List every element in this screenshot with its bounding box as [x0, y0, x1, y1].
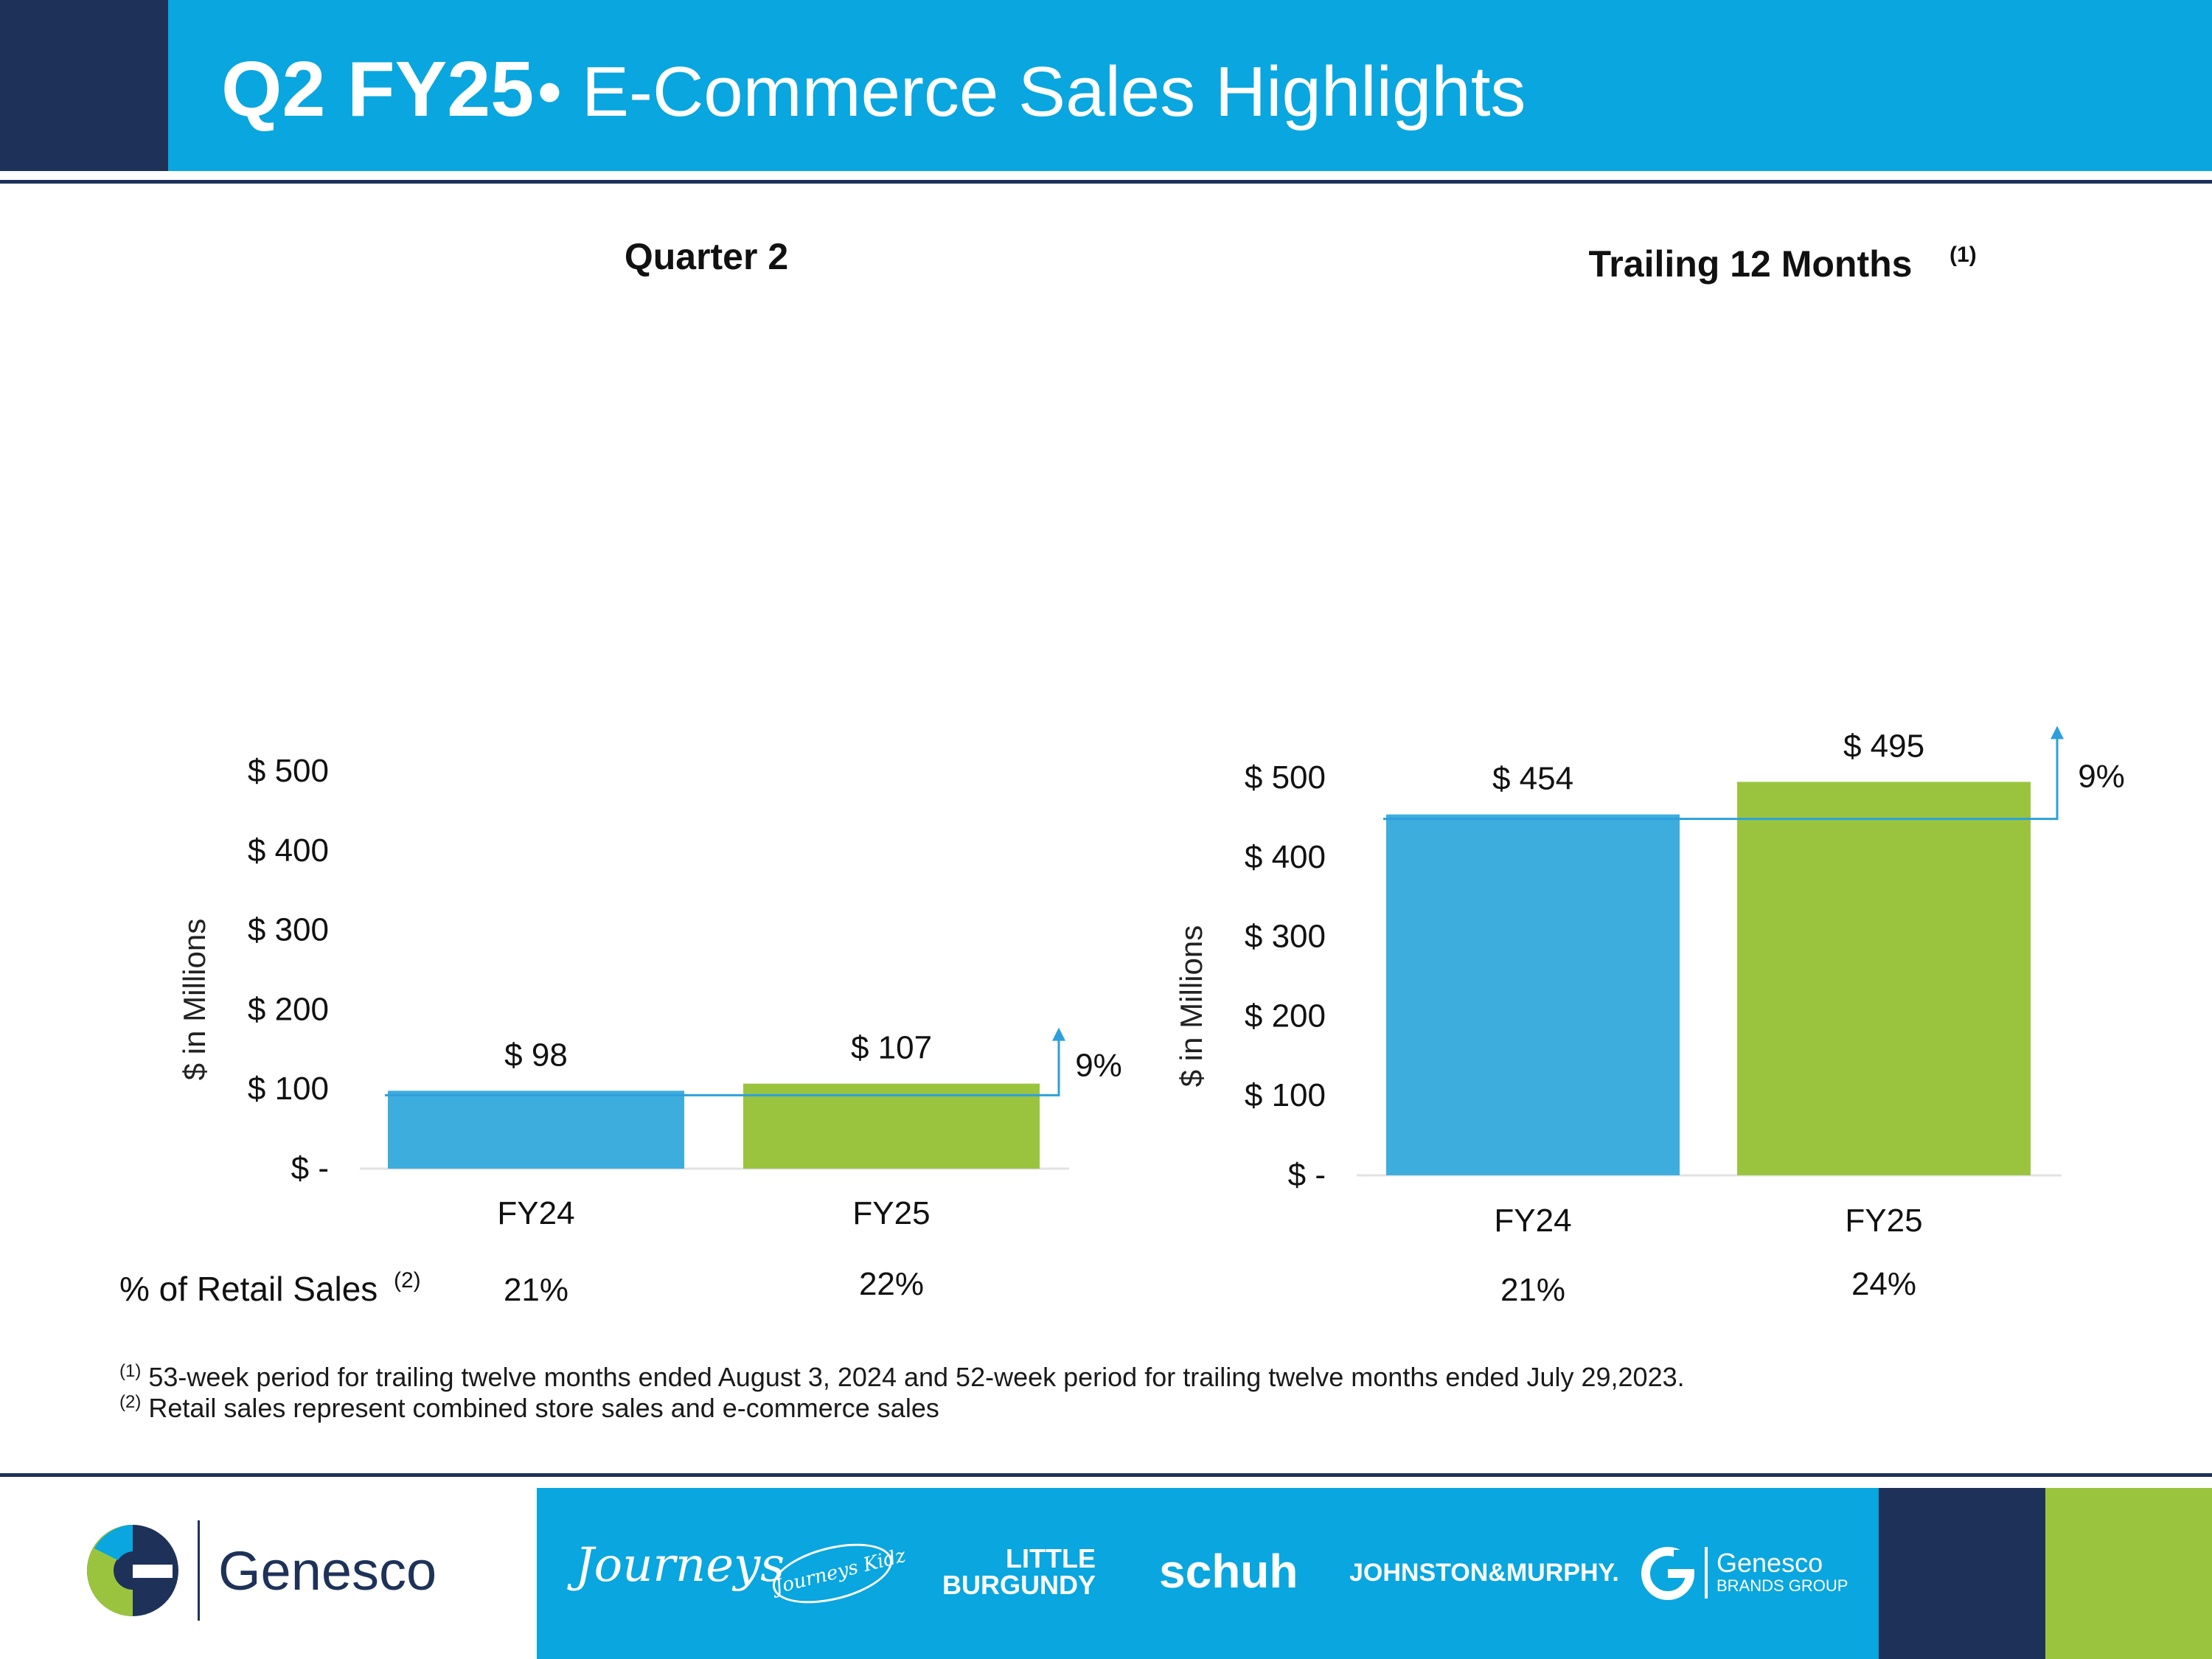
brand-genesco-brands-group: Genesco BRANDS GROUP: [1717, 1550, 1848, 1596]
chart-1-ytick: $ 400: [248, 832, 329, 869]
footnote-1-marker: (1): [119, 1361, 142, 1381]
chart-1-retail-pct: 21%: [504, 1272, 568, 1308]
chart-2-category-label: FY25: [1845, 1203, 1922, 1239]
chart-1-category-label: FY24: [497, 1195, 574, 1231]
title-strong: Q2 FY25: [221, 46, 535, 133]
company-name: Genesco: [218, 1540, 437, 1601]
chart-2-ytick: $ 200: [1245, 998, 1326, 1034]
brand-journeys: Journeys: [575, 1538, 785, 1593]
footer-rule: [0, 1473, 2212, 1477]
title-rest: • E-Commerce Sales Highlights: [537, 52, 1526, 131]
header-banner: [168, 0, 2212, 171]
chart-2-ylabel: $ in Millions: [1174, 925, 1208, 1087]
footnote-2-marker: (2): [119, 1392, 142, 1412]
page-title: Q2 FY25 • E-Commerce Sales Highlights: [221, 50, 1526, 128]
footer-navy-block: [1879, 1488, 2045, 1659]
header-navy-block: [0, 0, 168, 171]
chart-1-data-label: $ 98: [504, 1037, 568, 1073]
chart-1-growth-connector: [385, 1039, 1060, 1096]
chart-1-growth-label: 9%: [1075, 1048, 1122, 1084]
genesco-g-logo-icon: [87, 1525, 178, 1616]
header-rule: [0, 180, 2212, 184]
chart-2-category-label: FY24: [1494, 1203, 1571, 1239]
footnote-1: (1) 53-week period for trailing twelve m…: [119, 1361, 1685, 1393]
chart-2-ytick: $ 400: [1245, 839, 1326, 875]
chart-2-data-label: $ 495: [1843, 728, 1924, 764]
chart-2-title: Trailing 12 Months: [1589, 243, 1913, 285]
brand-little-burgundy: LITTLE BURGUNDY: [942, 1545, 1096, 1599]
chart-2-retail-pct: 24%: [1851, 1266, 1916, 1302]
chart-1-data-label: $ 107: [851, 1030, 932, 1066]
chart-1-bar-fy25: [743, 1083, 1040, 1169]
brand-little: LITTLE: [1006, 1543, 1096, 1573]
chart-2-growth-connector: [1383, 737, 2059, 821]
brand-genesco-small: Genesco: [1717, 1548, 1823, 1578]
chart-2-growth-arrow-icon: [2051, 726, 2064, 740]
logo-divider: [198, 1520, 200, 1621]
chart-2-retail-pct: 21%: [1500, 1272, 1565, 1308]
brand-burgundy: BURGUNDY: [942, 1570, 1096, 1600]
footnote-2: (2) Retail sales represent combined stor…: [119, 1392, 939, 1424]
chart-2-ytick: $ -: [1288, 1157, 1326, 1193]
chart-1-ytick: $ 100: [248, 1071, 329, 1107]
genesco-brands-g-icon: [1641, 1547, 1694, 1600]
retail-sales-label: % of Retail Sales: [119, 1270, 378, 1308]
chart-2-title-footnote: (1): [1950, 243, 1977, 267]
chart-2-growth-label: 9%: [2078, 758, 2125, 794]
footer-brand-banner: [537, 1488, 1879, 1659]
chart-1-growth-arrow-icon: [1052, 1027, 1065, 1041]
chart-1-bar-fy24: [388, 1091, 684, 1169]
chart-1-ytick: $ 200: [248, 991, 329, 1027]
footnote-2-text: Retail sales represent combined store sa…: [141, 1393, 939, 1423]
brand-johnston-murphy: JOHNSTON&MURPHY.: [1349, 1559, 1619, 1587]
chart-2-ytick: $ 300: [1245, 919, 1326, 955]
chart-2-ytick: $ 500: [1245, 759, 1326, 796]
chart-1-retail-pct: 22%: [859, 1266, 924, 1302]
chart-1-category-label: FY25: [852, 1195, 930, 1231]
chart-2-ytick: $ 100: [1245, 1077, 1326, 1113]
chart-2-data-label: $ 454: [1492, 761, 1573, 797]
chart-1-ytick: $ 300: [248, 912, 329, 948]
chart-2-bar-fy24: [1386, 814, 1680, 1175]
chart-1-ytick: $ 500: [248, 753, 329, 789]
brand-schuh: schuh: [1159, 1545, 1298, 1598]
chart-1-ylabel: $ in Millions: [177, 919, 212, 1080]
footer-green-block: [2045, 1488, 2212, 1659]
retail-sales-footnote: (2): [394, 1268, 421, 1293]
chart-2-bar-fy25: [1737, 782, 2031, 1175]
footnote-1-text: 53-week period for trailing twelve month…: [141, 1362, 1685, 1392]
chart-1-ytick: $ -: [291, 1150, 329, 1186]
brands-divider: [1705, 1547, 1708, 1599]
brand-brands-group: BRANDS GROUP: [1717, 1576, 1848, 1595]
chart-1-title: Quarter 2: [625, 236, 788, 277]
